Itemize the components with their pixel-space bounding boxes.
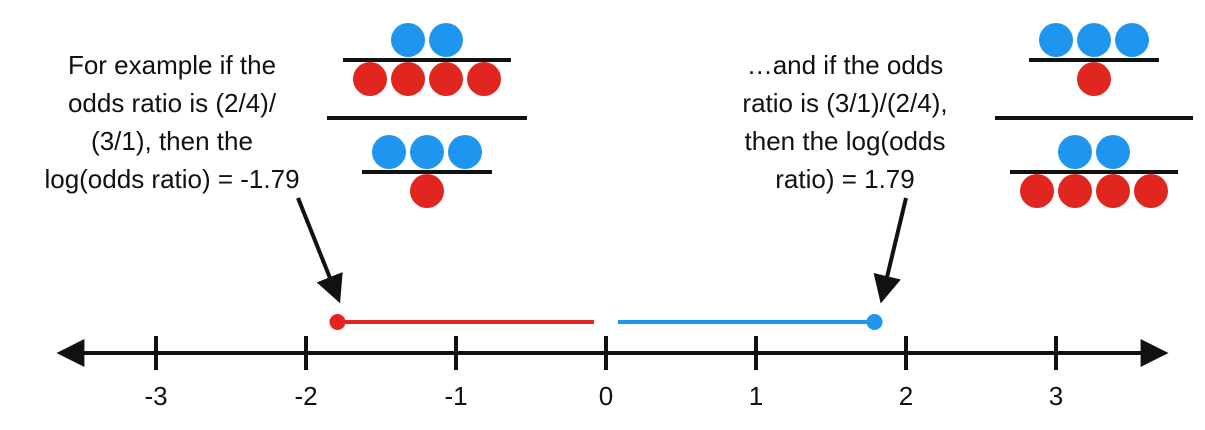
segment-endpoint — [866, 314, 883, 330]
circle-red — [391, 62, 425, 96]
arrow — [296, 197, 343, 304]
tick-label: 3 — [1049, 381, 1063, 411]
circle-red — [1077, 62, 1111, 96]
circle-blue — [1077, 23, 1111, 57]
annotation-line: …and if the odds — [747, 50, 944, 80]
circle-red — [429, 62, 463, 96]
circle-red — [467, 62, 501, 96]
tick-label: -2 — [294, 381, 317, 411]
annotation-line: ratio is (3/1)/(2/4), — [742, 88, 947, 118]
tick-label: -3 — [144, 381, 167, 411]
annotation-line: odds ratio is (2/4)/ — [68, 88, 277, 118]
circle-red — [1020, 174, 1054, 208]
annotation-line: (3/1), then the — [91, 126, 253, 156]
circle-blue — [1115, 23, 1149, 57]
circle-red — [1096, 174, 1130, 208]
circle-blue — [391, 23, 425, 57]
circle-blue — [1039, 23, 1073, 57]
tick-label: 2 — [899, 381, 913, 411]
circle-blue — [1058, 135, 1092, 169]
circle-blue — [1096, 135, 1130, 169]
tick-label: 1 — [749, 381, 763, 411]
annotation-line: then the log(odds — [745, 126, 946, 156]
circle-red — [1058, 174, 1092, 208]
annotation-line: For example if the — [68, 50, 276, 80]
circle-red — [410, 174, 444, 208]
segment-endpoint — [329, 314, 346, 330]
circle-blue — [410, 135, 444, 169]
annotation-line: ratio) = 1.79 — [775, 164, 914, 194]
circle-blue — [448, 135, 482, 169]
arrow — [873, 197, 908, 304]
circle-blue — [429, 23, 463, 57]
annotation-line: log(odds ratio) = -1.79 — [44, 164, 299, 194]
tick-label: -1 — [444, 381, 467, 411]
circle-red — [353, 62, 387, 96]
tick-label: 0 — [599, 381, 613, 411]
circle-blue — [372, 135, 406, 169]
circle-red — [1134, 174, 1168, 208]
